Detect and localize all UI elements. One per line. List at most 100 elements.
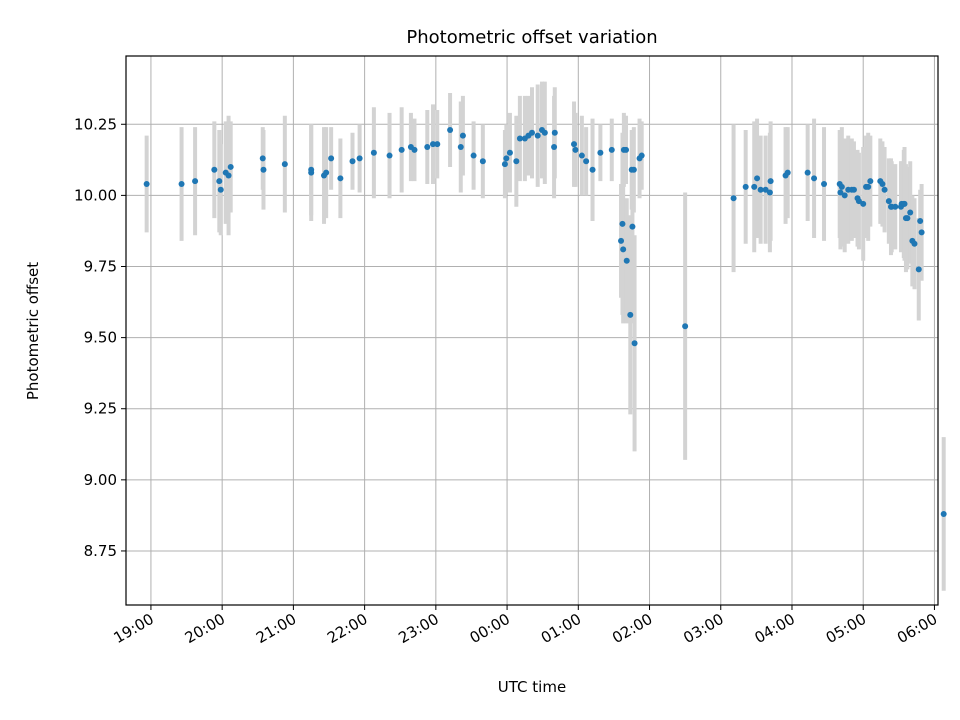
data-point <box>513 158 520 165</box>
data-point <box>630 166 637 173</box>
y-tick-label: 10.25 <box>74 115 117 133</box>
data-point <box>192 178 199 185</box>
data-point <box>608 146 615 153</box>
data-point <box>434 141 441 148</box>
y-axis: 8.75 9.00 9.25 9.50 9.75 10.00 10.25 <box>74 115 126 560</box>
x-tick-label: 22:00 <box>324 610 370 647</box>
data-point <box>424 144 431 151</box>
y-tick-label: 9.50 <box>84 329 117 347</box>
data-point <box>323 169 330 176</box>
data-point <box>620 246 627 253</box>
data-point <box>143 181 150 188</box>
data-point <box>892 203 899 210</box>
data-point <box>627 311 634 318</box>
y-tick-label: 9.00 <box>84 471 117 489</box>
data-point <box>837 189 844 196</box>
data-point <box>885 198 892 205</box>
data-point <box>904 215 911 222</box>
data-point <box>260 166 267 173</box>
data-point <box>211 166 218 173</box>
data-point <box>865 183 872 190</box>
x-tick-label: 05:00 <box>823 610 869 647</box>
data-point <box>534 132 541 139</box>
data-point <box>217 186 224 193</box>
data-point <box>730 195 737 202</box>
data-point <box>551 144 558 151</box>
data-point <box>429 141 436 148</box>
data-point <box>619 220 626 227</box>
data-point <box>398 146 405 153</box>
data-point <box>915 266 922 273</box>
x-tick-label: 03:00 <box>680 610 726 647</box>
data-point <box>907 209 914 216</box>
data-point <box>349 158 356 165</box>
data-point <box>867 178 874 185</box>
data-point <box>917 217 924 224</box>
data-point <box>259 155 266 162</box>
chart-title: Photometric offset variation <box>406 27 657 48</box>
y-tick-label: 9.25 <box>84 400 117 418</box>
data-point <box>227 163 234 170</box>
data-point <box>762 186 769 193</box>
y-axis-label: Photometric offset <box>24 262 42 400</box>
y-tick-label: 10.00 <box>74 186 117 204</box>
x-tick-label: 23:00 <box>395 610 441 647</box>
data-point <box>742 183 749 190</box>
data-point <box>589 166 596 173</box>
data-point <box>860 200 867 207</box>
data-point <box>821 181 828 188</box>
data-point <box>804 169 811 176</box>
data-point <box>631 340 638 347</box>
data-point <box>623 257 630 264</box>
data-point <box>638 152 645 159</box>
data-point <box>356 155 363 162</box>
data-point <box>470 152 477 159</box>
x-tick-label: 01:00 <box>538 610 584 647</box>
data-point <box>618 237 625 244</box>
data-point <box>503 155 510 162</box>
x-tick-label: 00:00 <box>467 610 513 647</box>
x-tick-label: 19:00 <box>110 610 156 647</box>
x-tick-label: 06:00 <box>894 610 940 647</box>
data-points <box>143 126 947 517</box>
x-axis-label: UTC time <box>498 678 566 696</box>
data-point <box>457 144 464 151</box>
data-point <box>551 129 558 136</box>
data-point <box>529 129 535 136</box>
data-point <box>516 135 523 142</box>
data-point <box>879 181 886 188</box>
y-tick-label: 9.75 <box>84 257 117 275</box>
data-point <box>216 178 223 185</box>
x-tick-label: 02:00 <box>609 610 655 647</box>
data-point <box>571 141 578 148</box>
data-point <box>784 169 791 176</box>
data-point <box>623 146 630 153</box>
x-tick-label: 04:00 <box>752 610 798 647</box>
x-axis: 19:00 20:00 21:00 22:00 23:00 00:00 01:00 02:00… <box>110 605 940 647</box>
data-point <box>811 175 818 182</box>
data-point <box>838 183 845 190</box>
data-point <box>459 132 466 139</box>
data-point <box>479 158 486 165</box>
data-point <box>411 146 418 153</box>
data-point <box>386 152 393 159</box>
data-point <box>855 198 862 205</box>
data-point <box>850 186 857 193</box>
data-point <box>766 189 773 196</box>
data-point <box>178 181 185 188</box>
x-tick-label: 20:00 <box>182 610 228 647</box>
data-point <box>767 178 774 185</box>
data-point <box>308 166 315 173</box>
data-point <box>754 175 761 182</box>
x-tick-label: 21:00 <box>253 610 299 647</box>
data-point <box>506 149 513 156</box>
data-point <box>629 223 636 230</box>
data-point <box>541 129 548 136</box>
data-point <box>918 229 925 236</box>
error-bars <box>144 81 946 591</box>
y-tick-label: 8.75 <box>84 542 117 560</box>
data-point <box>841 192 848 199</box>
data-point <box>281 161 288 168</box>
data-point <box>757 186 764 193</box>
